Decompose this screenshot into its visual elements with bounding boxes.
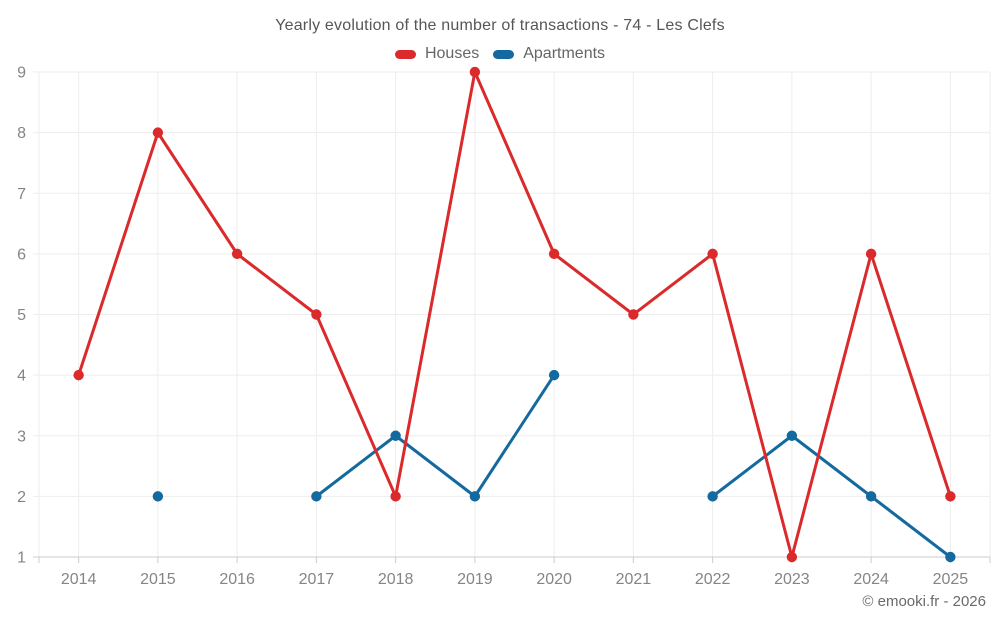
y-axis-label: 6 — [17, 246, 26, 263]
data-point-houses-2023[interactable] — [786, 551, 798, 563]
data-point-apartments-2022[interactable] — [707, 491, 718, 502]
x-axis-label: 2016 — [219, 571, 255, 588]
data-point-apartments-2023[interactable] — [786, 430, 798, 441]
data-point-houses-2020[interactable] — [548, 248, 560, 260]
series-line-apartments — [314, 373, 556, 498]
x-axis-label: 2024 — [853, 571, 889, 588]
data-point-houses-2024[interactable] — [865, 248, 877, 260]
legend-item-houses[interactable]: Houses — [394, 45, 480, 63]
data-point-apartments-2018[interactable] — [390, 430, 401, 441]
data-point-houses-2025[interactable] — [945, 491, 956, 502]
y-axis-label: 1 — [17, 550, 26, 567]
data-point-houses-2014[interactable] — [73, 369, 84, 381]
data-point-apartments-2024[interactable] — [865, 491, 877, 502]
y-axis-label: 2 — [17, 489, 26, 506]
x-axis-label: 2014 — [61, 571, 97, 588]
data-point-houses-2022[interactable] — [707, 248, 718, 260]
chart-title: Yearly evolution of the number of transa… — [275, 17, 725, 34]
x-axis-label: 2020 — [536, 571, 572, 588]
x-axis-label: 2022 — [695, 571, 731, 588]
data-point-houses-2015[interactable] — [152, 127, 164, 138]
legend-label-houses: Houses — [424, 45, 480, 62]
data-point-houses-2016[interactable] — [231, 248, 243, 260]
houses-series-swatch-icon — [394, 49, 416, 59]
data-point-apartments-2020[interactable] — [548, 369, 560, 381]
data-point-apartments-2025[interactable] — [945, 551, 956, 563]
x-axis-label: 2018 — [378, 571, 414, 588]
footer-credit-link[interactable]: © emooki.fr - 2026 — [862, 593, 986, 610]
y-axis-label: 5 — [17, 307, 26, 324]
y-axis-label: 8 — [17, 125, 26, 142]
data-point-apartments-2017[interactable] — [311, 491, 322, 502]
x-axis-label: 2019 — [457, 571, 493, 588]
x-axis-label: 2017 — [299, 571, 335, 588]
legend-label-apartments: Apartments — [523, 45, 606, 62]
data-point-houses-2019[interactable] — [469, 66, 481, 78]
apartments-series-swatch-icon — [493, 49, 515, 59]
y-axis-label: 7 — [17, 186, 26, 203]
data-point-houses-2021[interactable] — [628, 309, 639, 320]
x-axis-label: 2023 — [774, 571, 810, 588]
legend: Houses Apartments — [0, 45, 1000, 63]
y-axis-label: 4 — [17, 368, 26, 385]
x-axis-label: 2025 — [933, 571, 969, 588]
series-line-houses — [77, 70, 952, 559]
legend-item-apartments[interactable]: Apartments — [493, 45, 605, 63]
x-axis-label: 2015 — [140, 571, 176, 588]
y-axis-label: 3 — [17, 428, 26, 445]
y-axis-label: 9 — [17, 65, 26, 82]
x-axis-label: 2021 — [616, 571, 652, 588]
data-point-apartments-2015[interactable] — [152, 491, 164, 502]
data-point-houses-2017[interactable] — [311, 309, 322, 320]
data-point-houses-2018[interactable] — [390, 491, 401, 502]
data-point-apartments-2019[interactable] — [469, 491, 481, 502]
series-line-apartments — [711, 434, 952, 559]
